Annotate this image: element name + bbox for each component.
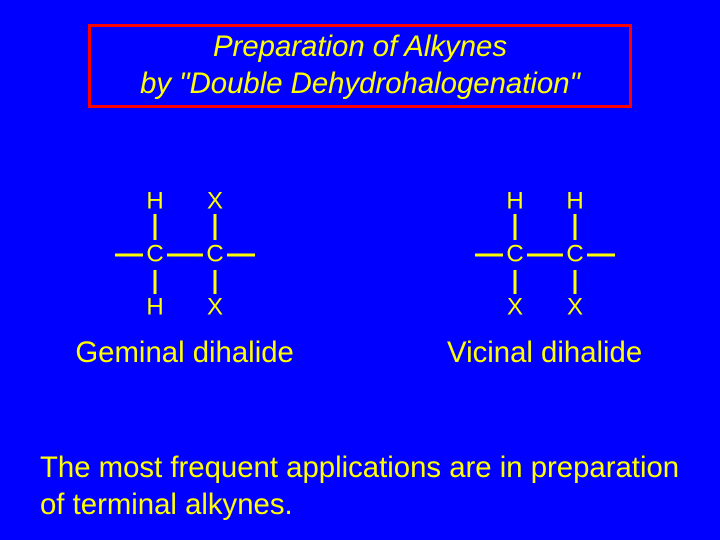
atom-mid-right: C [206, 240, 223, 267]
title-line-1: Preparation of Alkynes [213, 29, 507, 66]
atom-top-right: X [207, 187, 223, 214]
atom-top-left: H [146, 187, 163, 214]
molecule-geminal: H X C C H X Geminal dihalide [75, 180, 293, 370]
geminal-caption: Geminal dihalide [75, 336, 293, 370]
atom-bot-right: X [567, 293, 583, 320]
atom-bot-left: H [146, 293, 163, 320]
geminal-structure: H X C C H X [85, 180, 285, 330]
atom-mid-left: C [146, 240, 163, 267]
title-line-2: by "Double Dehydrohalogenation" [140, 66, 580, 103]
atom-mid-right: C [566, 240, 583, 267]
vicinal-caption: Vicinal dihalide [447, 336, 642, 370]
footer-line-1: The most frequent applications are in pr… [40, 451, 679, 484]
molecule-vicinal: H H C C X X Vicinal dihalide [445, 180, 645, 370]
atom-mid-left: C [506, 240, 523, 267]
title-box: Preparation of Alkynes by "Double Dehydr… [88, 24, 632, 108]
footer-line-2: of terminal alkynes. [40, 488, 293, 521]
vicinal-structure: H H C C X X [445, 180, 645, 330]
footer-text: The most frequent applications are in pr… [40, 450, 680, 523]
atom-bot-left: X [507, 293, 523, 320]
atom-top-left: H [506, 187, 523, 214]
slide: Preparation of Alkynes by "Double Dehydr… [0, 0, 720, 540]
atom-bot-right: X [207, 293, 223, 320]
atom-top-right: H [566, 187, 583, 214]
molecule-row: H X C C H X Geminal dihalide [0, 180, 720, 380]
